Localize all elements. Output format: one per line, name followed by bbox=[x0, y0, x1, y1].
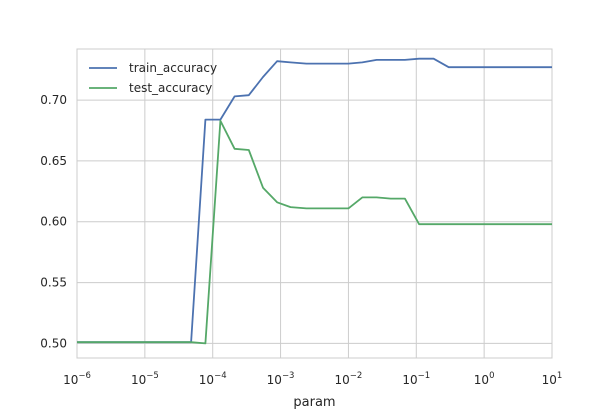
x-tick-label: 10−6 bbox=[63, 371, 91, 387]
x-tick-label: 101 bbox=[542, 371, 563, 387]
legend-label: test_accuracy bbox=[129, 81, 212, 95]
x-tick-label: 10−5 bbox=[131, 371, 159, 387]
y-tick-label: 0.50 bbox=[40, 336, 67, 350]
x-tick-label: 100 bbox=[474, 371, 495, 387]
plot-background bbox=[77, 49, 552, 358]
series-layer bbox=[77, 57, 552, 345]
y-tick-label: 0.60 bbox=[40, 215, 67, 229]
x-axis-title: param bbox=[293, 395, 335, 409]
legend-label: train_accuracy bbox=[129, 61, 217, 75]
y-tick-label: 0.65 bbox=[40, 154, 67, 168]
x-tick-label: 10−3 bbox=[267, 371, 295, 387]
plot-frame bbox=[76, 48, 553, 359]
y-tick-label: 0.55 bbox=[40, 276, 67, 290]
x-axis-ticks: 10−6 10−5 10−4 10−3 10−2 10−1 100 101 bbox=[63, 371, 562, 387]
series-line-test-accuracy bbox=[77, 119, 552, 345]
legend: train_accuracy test_accuracy bbox=[89, 61, 217, 95]
y-axis-ticks: 0.50 0.55 0.60 0.65 0.70 bbox=[40, 93, 67, 350]
x-tick-label: 10−4 bbox=[199, 371, 227, 387]
x-tick-label: 10−2 bbox=[335, 371, 363, 387]
y-tick-label: 0.70 bbox=[40, 93, 67, 107]
x-tick-label: 10−1 bbox=[402, 371, 430, 387]
